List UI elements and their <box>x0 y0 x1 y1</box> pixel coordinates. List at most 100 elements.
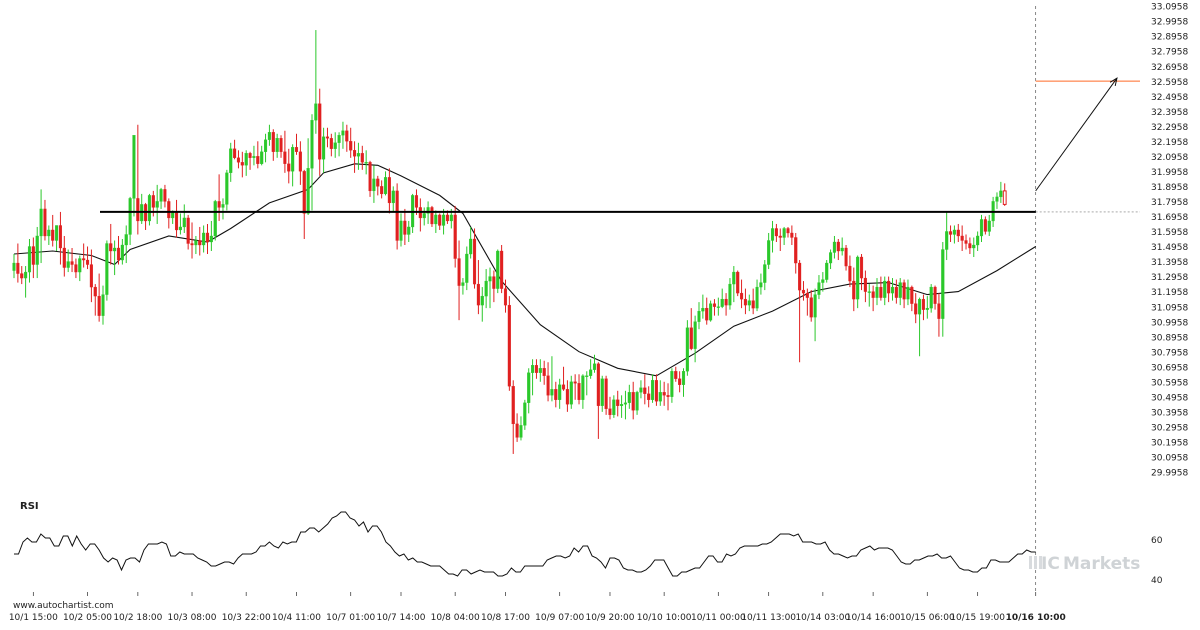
candle <box>550 356 554 402</box>
rsi-panel: RSI 60 40 <box>14 501 1163 586</box>
time-axis: 10/1 15:00 10/2 05:00 10/2 18:00 10/3 08:00… <box>9 592 1066 623</box>
candle-body <box>848 265 852 282</box>
candle-body <box>767 240 771 265</box>
candle-body <box>275 138 279 152</box>
candle <box>720 288 724 309</box>
candle-body <box>233 148 237 158</box>
candle <box>24 266 28 298</box>
candle <box>78 255 82 282</box>
candle-body <box>914 303 918 315</box>
candle <box>488 267 492 309</box>
candle-body <box>890 286 895 294</box>
candle <box>623 390 628 420</box>
candle <box>461 278 465 295</box>
candle <box>972 237 976 258</box>
candle-body <box>945 231 949 250</box>
candle-body <box>569 381 573 405</box>
candle-body <box>51 229 55 241</box>
candle <box>852 267 856 312</box>
brand-logo: IC Markets <box>1029 554 1140 574</box>
candle-body <box>778 235 782 238</box>
candle <box>492 270 496 303</box>
candle-body <box>407 226 411 235</box>
candle-body <box>801 289 806 294</box>
candle <box>647 386 651 408</box>
candle <box>910 285 914 312</box>
candle-body <box>318 103 322 160</box>
candle <box>503 279 508 313</box>
candle <box>306 138 310 215</box>
candle-body <box>983 219 987 232</box>
price-tick-label: 32.0958 <box>1151 153 1188 163</box>
candle-body <box>592 363 597 370</box>
candle <box>507 296 511 391</box>
candle-body <box>302 171 306 214</box>
candle-body <box>205 232 210 243</box>
candle <box>360 145 364 170</box>
candle-body <box>244 153 248 166</box>
candle <box>801 281 806 301</box>
candle <box>542 360 546 385</box>
candle-body <box>372 178 376 192</box>
candle-body <box>805 292 809 298</box>
candle-body <box>353 150 357 157</box>
candle-body <box>747 300 751 306</box>
candle-body <box>736 271 740 294</box>
candle <box>546 362 550 402</box>
candle-body <box>933 286 937 304</box>
candle <box>573 374 577 400</box>
candle-body <box>283 151 287 164</box>
candle <box>770 220 775 253</box>
candle-body <box>31 246 35 265</box>
time-tick-label: 10/14 03:00 <box>795 613 850 623</box>
candle <box>1002 183 1007 206</box>
candle <box>941 241 945 337</box>
candle-body <box>534 365 538 373</box>
candle <box>182 204 186 233</box>
candle-body <box>322 136 326 160</box>
candle <box>476 260 480 315</box>
candle <box>248 151 252 170</box>
candle-body <box>240 162 244 166</box>
candle-body <box>662 392 666 396</box>
candle <box>159 187 163 209</box>
candle-body <box>910 286 914 304</box>
candle-body <box>85 259 90 265</box>
candle-body <box>546 375 550 396</box>
candle <box>581 374 585 409</box>
candle-body <box>829 252 833 264</box>
candle-body <box>132 135 136 199</box>
time-tick-label: 10/15 06:00 <box>900 613 955 623</box>
candle <box>70 248 74 273</box>
candle <box>689 308 693 351</box>
candle <box>856 255 860 309</box>
candle <box>813 288 817 342</box>
support-level-group <box>100 77 1140 213</box>
candle-body <box>271 132 275 152</box>
candle <box>442 208 446 235</box>
candle <box>97 273 101 322</box>
candle-body <box>24 271 28 279</box>
candle-body <box>999 190 1003 198</box>
candle-body <box>705 307 709 321</box>
candle <box>732 266 736 303</box>
candle <box>817 275 821 300</box>
candle <box>871 285 875 312</box>
candle-body <box>341 130 345 136</box>
price-tick-label: 30.8958 <box>1151 333 1188 343</box>
candle <box>577 374 581 405</box>
candle <box>407 220 411 242</box>
candle-body <box>337 135 341 143</box>
candle <box>635 390 639 415</box>
candle-body <box>492 276 496 289</box>
candle-body <box>918 298 922 315</box>
candle-body <box>163 189 167 202</box>
candle <box>356 142 360 170</box>
candle-body <box>47 229 51 237</box>
candle-body <box>480 295 484 306</box>
candle <box>225 169 229 211</box>
candle-body <box>438 214 442 226</box>
candle-body <box>221 204 225 208</box>
price-tick-label: 30.9958 <box>1151 318 1188 328</box>
candle <box>318 88 322 176</box>
